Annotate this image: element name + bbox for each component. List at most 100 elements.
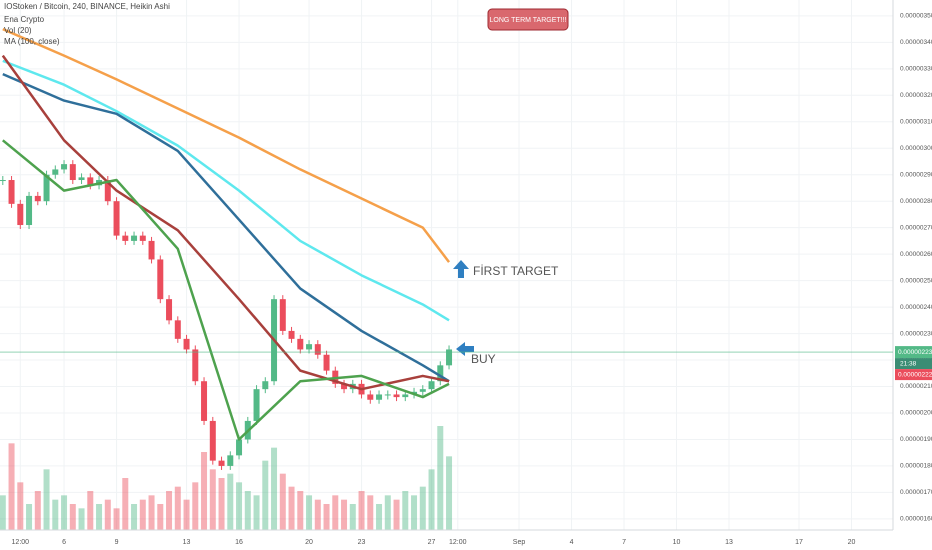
moving-average — [2, 59, 450, 322]
candle — [61, 164, 68, 170]
y-tick-label: 0.00000270 — [900, 224, 932, 231]
volume-bar — [69, 504, 76, 530]
volume-bar — [437, 426, 444, 530]
x-tick-label: 16 — [235, 539, 243, 546]
first-target-label: FİRST TARGET — [473, 264, 559, 278]
y-tick-label: 0.00000330 — [900, 66, 932, 73]
volume-bar — [34, 491, 41, 530]
candle — [131, 235, 138, 241]
volume-bar — [131, 504, 138, 530]
x-tick-label: 9 — [115, 539, 119, 546]
candle — [104, 180, 111, 202]
ma-price-label: 0.00000222 — [898, 371, 932, 378]
candle — [34, 195, 41, 202]
y-tick-label: 0.00000250 — [900, 277, 932, 284]
candle — [17, 203, 24, 226]
ma-price-box — [895, 369, 932, 381]
candle — [314, 344, 321, 355]
x-tick-label: 20 — [848, 539, 856, 546]
candle — [139, 235, 146, 241]
y-tick-label: 0.00000310 — [900, 118, 932, 125]
volume-bar — [244, 491, 251, 530]
chart-title: IOStoken / Bitcoin, 240, BINANCE, Heikin… — [4, 2, 170, 11]
volume — [0, 426, 453, 530]
candle — [166, 299, 173, 321]
volume-bar — [376, 504, 383, 530]
arrow-left — [456, 342, 474, 356]
candle — [201, 381, 208, 421]
volume-bar — [157, 504, 164, 530]
volume-bar — [323, 504, 330, 530]
candle — [87, 177, 94, 186]
indicator: Vol (20) — [4, 26, 32, 35]
volume-bar — [166, 491, 173, 530]
candle — [341, 383, 348, 390]
y-tick-label: 0.00000350 — [900, 13, 932, 20]
volume-bar — [297, 491, 304, 530]
y-tick-label: 0.00000320 — [900, 92, 932, 99]
x-tick-label: 23 — [358, 539, 366, 546]
volume-bar — [306, 495, 313, 530]
volume-bar — [113, 508, 120, 530]
long-term-label: LONG TERM TARGET!!! — [489, 17, 566, 24]
y-tick-label: 0.00000230 — [900, 330, 932, 337]
candle — [297, 338, 304, 350]
volume-bar — [96, 504, 103, 530]
candle — [69, 164, 76, 181]
candle — [157, 259, 164, 300]
y-tick-label: 0.00000210 — [900, 383, 932, 390]
volume-bar — [61, 495, 68, 530]
volume-bar — [288, 486, 295, 530]
candle — [113, 201, 120, 236]
candle — [218, 460, 225, 466]
arrow-up — [453, 260, 469, 278]
candle — [122, 235, 129, 241]
candle — [26, 195, 33, 226]
volume-bar — [384, 495, 391, 530]
y-tick-label: 0.00000190 — [900, 436, 932, 443]
volume-bar — [393, 499, 400, 530]
moving-average — [2, 72, 450, 383]
candle — [183, 338, 190, 350]
y-tick-label: 0.00000240 — [900, 304, 932, 311]
volume-bar — [192, 482, 199, 530]
volume-bar — [411, 495, 418, 530]
y-tick-label: 0.00000300 — [900, 145, 932, 152]
candle — [253, 389, 260, 421]
y-tick-label: 0.00000200 — [900, 410, 932, 417]
candle — [192, 349, 199, 382]
candle — [52, 169, 59, 175]
y-tick-label: 0.00000260 — [900, 251, 932, 258]
volume-bar — [52, 499, 59, 530]
y-tick-label: 0.00000160 — [900, 516, 932, 523]
countdown-box — [895, 358, 932, 370]
volume-bar — [218, 478, 225, 530]
volume-bar — [174, 486, 181, 530]
candle — [236, 439, 243, 456]
candle — [428, 381, 435, 390]
candle — [306, 344, 313, 350]
volume-bar — [78, 508, 85, 530]
last-price-label: 0.00000223 — [898, 349, 932, 356]
candle — [376, 394, 383, 400]
last-price-box — [895, 346, 932, 359]
candle — [227, 455, 234, 466]
volume-bar — [8, 443, 15, 530]
x-tick-label: 12:00 — [449, 539, 467, 546]
volume-bar — [183, 499, 190, 530]
volume-bar — [122, 478, 129, 530]
volume-bar — [367, 495, 374, 530]
volume-bar — [104, 499, 111, 530]
volume-bar — [341, 499, 348, 530]
volume-bar — [26, 504, 33, 530]
candle — [148, 240, 155, 260]
candle — [78, 177, 85, 181]
y-tick-label: 0.00000340 — [900, 39, 932, 46]
author: Ena Crypto — [4, 15, 45, 24]
candle — [402, 394, 409, 398]
volume-bar — [139, 499, 146, 530]
candle — [209, 420, 216, 461]
long-term-box — [487, 8, 569, 31]
x-tick-label: 20 — [305, 539, 313, 546]
x-tick-label: 4 — [570, 539, 574, 546]
